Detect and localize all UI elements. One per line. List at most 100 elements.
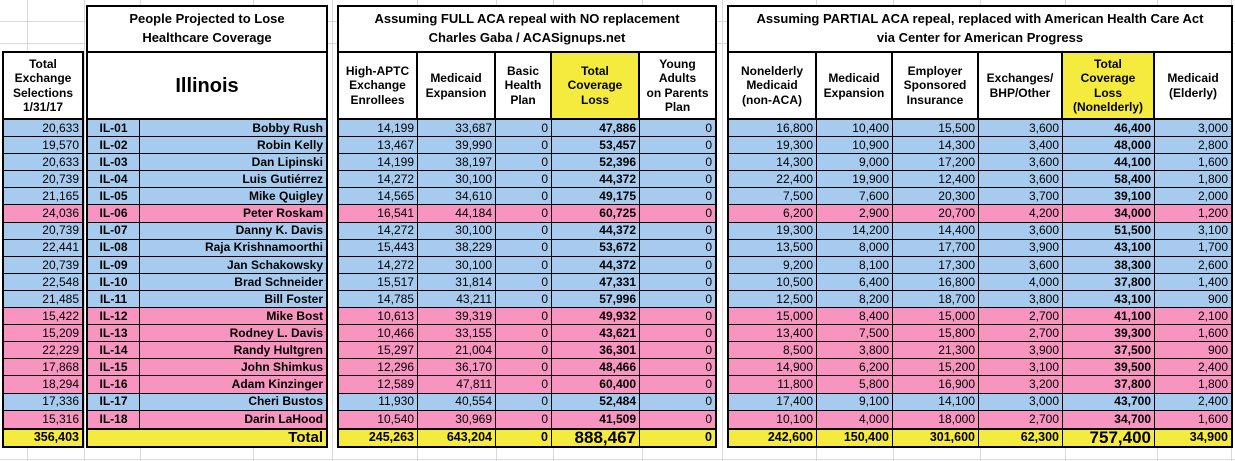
district-cell[interactable]: IL-08: [88, 239, 140, 257]
partial-repeal-value-cell[interactable]: 16,800: [893, 273, 979, 291]
column-header-medicaid-elderly[interactable]: Medicaid (Elderly): [1155, 53, 1231, 120]
representative-name-cell[interactable]: Jan Schakowsky: [140, 256, 326, 274]
full-repeal-value-cell[interactable]: 14,565: [339, 188, 418, 206]
partial-repeal-value-cell[interactable]: 7,500: [729, 188, 817, 206]
exchange-selections-cell[interactable]: 15,209: [4, 325, 82, 343]
full-repeal-value-cell[interactable]: 47,811: [418, 376, 496, 394]
full-repeal-total-cell[interactable]: 0: [640, 427, 715, 446]
partial-repeal-value-cell[interactable]: 38,300: [1063, 256, 1155, 274]
full-repeal-value-cell[interactable]: 0: [496, 222, 552, 240]
partial-repeal-value-cell[interactable]: 900: [1155, 290, 1231, 309]
full-repeal-value-cell[interactable]: 43,621: [552, 325, 640, 343]
column-header-high-aptc[interactable]: High-APTC Exchange Enrollees: [339, 53, 418, 120]
full-repeal-value-cell[interactable]: 49,932: [552, 308, 640, 326]
exchange-selections-cell[interactable]: 22,441: [4, 239, 82, 257]
partial-repeal-value-cell[interactable]: 2,700: [979, 410, 1063, 428]
representative-name-cell[interactable]: Darin LaHood: [140, 410, 326, 428]
partial-repeal-value-cell[interactable]: 1,800: [1155, 171, 1231, 189]
partial-repeal-value-cell[interactable]: 3,000: [1155, 120, 1231, 138]
partial-repeal-value-cell[interactable]: 2,800: [1155, 137, 1231, 155]
partial-repeal-value-cell[interactable]: 3,100: [1155, 222, 1231, 240]
full-repeal-value-cell[interactable]: 60,725: [552, 205, 640, 223]
representative-name-cell[interactable]: Randy Hultgren: [140, 342, 326, 360]
exchange-selections-cell[interactable]: 15,422: [4, 308, 82, 326]
representative-name-cell[interactable]: Brad Schneider: [140, 273, 326, 291]
partial-repeal-value-cell[interactable]: 9,100: [817, 393, 893, 411]
representative-name-cell[interactable]: John Shimkus: [140, 359, 326, 377]
partial-repeal-value-cell[interactable]: 48,000: [1063, 137, 1155, 155]
partial-repeal-total-cell[interactable]: 62,300: [979, 427, 1063, 446]
partial-repeal-value-cell[interactable]: 3,800: [979, 290, 1063, 309]
partial-repeal-value-cell[interactable]: 6,400: [817, 273, 893, 291]
full-repeal-value-cell[interactable]: 0: [496, 205, 552, 223]
partial-repeal-value-cell[interactable]: 10,500: [729, 273, 817, 291]
partial-repeal-value-cell[interactable]: 21,300: [893, 342, 979, 360]
partial-repeal-value-cell[interactable]: 1,600: [1155, 154, 1231, 172]
column-header-basic-health-plan[interactable]: Basic Health Plan: [496, 53, 552, 120]
full-repeal-value-cell[interactable]: 53,672: [552, 239, 640, 257]
full-repeal-value-cell[interactable]: 11,930: [339, 393, 418, 411]
partial-repeal-value-cell[interactable]: 44,100: [1063, 154, 1155, 172]
full-repeal-value-cell[interactable]: 41,509: [552, 410, 640, 428]
partial-repeal-value-cell[interactable]: 7,600: [817, 188, 893, 206]
partial-repeal-value-cell[interactable]: 2,000: [1155, 188, 1231, 206]
representative-name-cell[interactable]: Dan Lipinski: [140, 154, 326, 172]
full-repeal-value-cell[interactable]: 16,541: [339, 205, 418, 223]
full-repeal-value-cell[interactable]: 14,785: [339, 290, 418, 309]
full-repeal-value-cell[interactable]: 30,969: [418, 410, 496, 428]
representative-name-cell[interactable]: Robin Kelly: [140, 137, 326, 155]
partial-repeal-value-cell[interactable]: 14,300: [893, 137, 979, 155]
partial-repeal-value-cell[interactable]: 34,700: [1063, 410, 1155, 428]
full-repeal-value-cell[interactable]: 47,331: [552, 273, 640, 291]
partial-repeal-value-cell[interactable]: 12,500: [729, 290, 817, 309]
full-repeal-value-cell[interactable]: 0: [496, 256, 552, 274]
partial-repeal-value-cell[interactable]: 17,400: [729, 393, 817, 411]
partial-repeal-value-cell[interactable]: 8,000: [817, 239, 893, 257]
full-repeal-value-cell[interactable]: 30,100: [418, 256, 496, 274]
exchange-selections-cell[interactable]: 20,739: [4, 171, 82, 189]
partial-repeal-value-cell[interactable]: 2,600: [1155, 256, 1231, 274]
exchange-selections-cell[interactable]: 18,294: [4, 376, 82, 394]
representative-name-cell[interactable]: Rodney L. Davis: [140, 325, 326, 343]
full-repeal-value-cell[interactable]: 15,517: [339, 273, 418, 291]
full-repeal-value-cell[interactable]: 0: [496, 290, 552, 309]
full-repeal-value-cell[interactable]: 0: [640, 239, 715, 257]
column-header-nonelderly-medicaid[interactable]: Nonelderly Medicaid (non-ACA): [729, 53, 817, 120]
full-repeal-value-cell[interactable]: 38,229: [418, 239, 496, 257]
partial-repeal-value-cell[interactable]: 13,500: [729, 239, 817, 257]
full-repeal-value-cell[interactable]: 0: [640, 188, 715, 206]
partial-repeal-value-cell[interactable]: 8,100: [817, 256, 893, 274]
partial-repeal-value-cell[interactable]: 2,400: [1155, 393, 1231, 411]
partial-repeal-value-cell[interactable]: 3,700: [979, 188, 1063, 206]
partial-repeal-value-cell[interactable]: 34,000: [1063, 205, 1155, 223]
partial-repeal-value-cell[interactable]: 3,000: [979, 393, 1063, 411]
full-repeal-value-cell[interactable]: 30,100: [418, 171, 496, 189]
full-repeal-value-cell[interactable]: 0: [496, 359, 552, 377]
full-repeal-value-cell[interactable]: 14,199: [339, 120, 418, 138]
full-repeal-value-cell[interactable]: 10,466: [339, 325, 418, 343]
partial-repeal-value-cell[interactable]: 1,400: [1155, 273, 1231, 291]
representative-name-cell[interactable]: Luis Gutiérrez: [140, 171, 326, 189]
partial-repeal-value-cell[interactable]: 3,100: [979, 359, 1063, 377]
full-repeal-value-cell[interactable]: 60,400: [552, 376, 640, 394]
full-repeal-title[interactable]: Assuming FULL ACA repeal with NO replace…: [339, 7, 715, 53]
partial-repeal-value-cell[interactable]: 18,000: [893, 410, 979, 428]
exchange-selections-cell[interactable]: 17,868: [4, 359, 82, 377]
full-repeal-value-cell[interactable]: 10,613: [339, 308, 418, 326]
partial-repeal-value-cell[interactable]: 20,700: [893, 205, 979, 223]
partial-repeal-value-cell[interactable]: 2,100: [1155, 308, 1231, 326]
exchange-selections-header[interactable]: Total Exchange Selections 1/31/17: [4, 53, 82, 120]
exchange-selections-cell[interactable]: 20,633: [4, 154, 82, 172]
full-repeal-value-cell[interactable]: 0: [640, 376, 715, 394]
exchange-selections-cell[interactable]: 21,165: [4, 188, 82, 206]
partial-repeal-value-cell[interactable]: 19,900: [817, 171, 893, 189]
full-repeal-value-cell[interactable]: 0: [496, 342, 552, 360]
partial-repeal-value-cell[interactable]: 3,200: [979, 376, 1063, 394]
total-label-cell[interactable]: Total: [88, 427, 326, 446]
full-repeal-value-cell[interactable]: 44,372: [552, 222, 640, 240]
full-repeal-value-cell[interactable]: 0: [496, 154, 552, 172]
column-header-medicaid-expansion-ahca[interactable]: Medicaid Expansion: [817, 53, 893, 120]
full-repeal-value-cell[interactable]: 15,297: [339, 342, 418, 360]
full-repeal-value-cell[interactable]: 48,466: [552, 359, 640, 377]
partial-repeal-value-cell[interactable]: 14,100: [893, 393, 979, 411]
